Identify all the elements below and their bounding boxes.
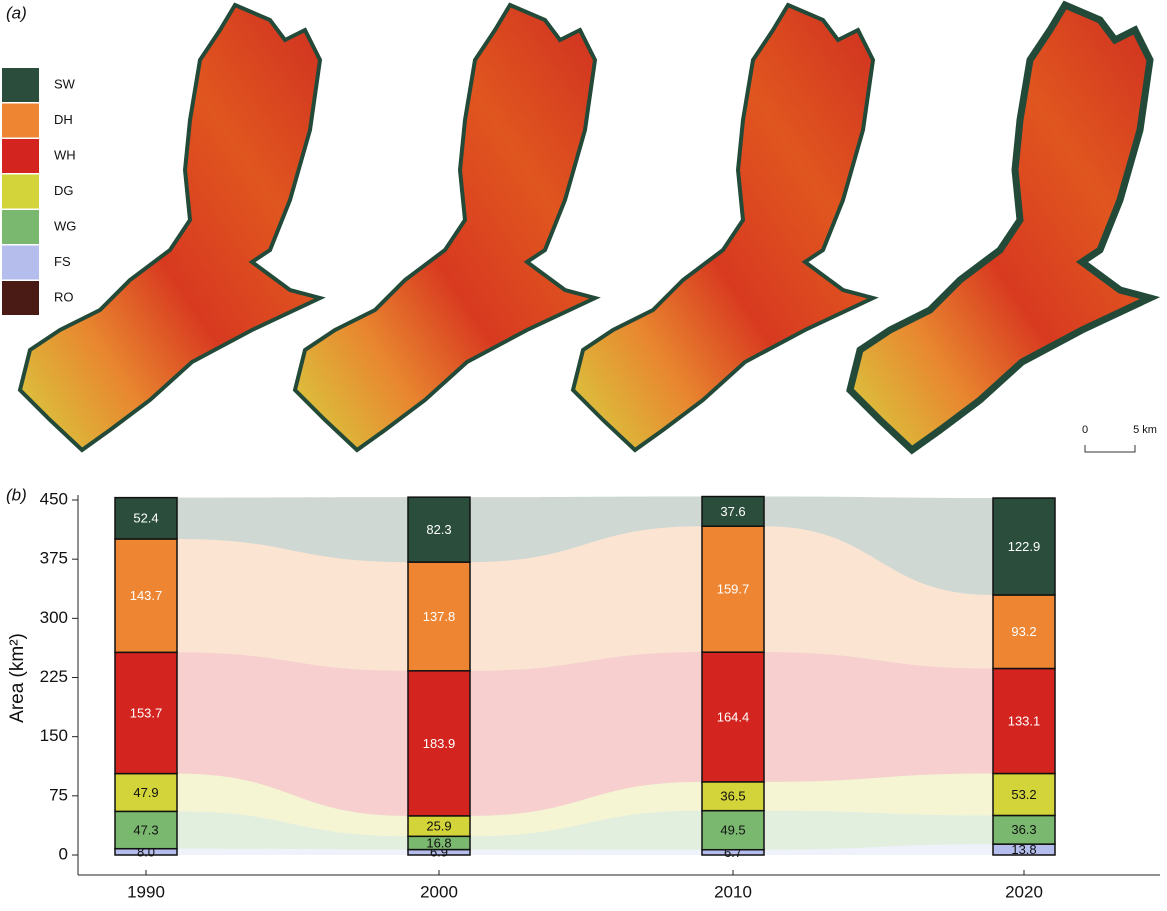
value-label: 47.9 bbox=[133, 785, 158, 800]
value-label: 13.8 bbox=[1011, 842, 1036, 857]
legend-label: DG bbox=[54, 183, 74, 198]
value-label: 153.7 bbox=[130, 705, 163, 720]
scale-label: 5 km bbox=[1133, 424, 1157, 436]
y-tick-label: 0 bbox=[59, 844, 68, 863]
flow bbox=[177, 811, 408, 850]
value-label: 49.5 bbox=[720, 823, 745, 838]
value-label: 52.4 bbox=[133, 511, 158, 526]
x-tick-label: 1990 bbox=[127, 882, 165, 901]
value-label: 122.9 bbox=[1008, 539, 1041, 554]
bar-segment bbox=[114, 772, 178, 813]
flows bbox=[177, 496, 993, 855]
flow bbox=[470, 496, 702, 563]
value-label: 143.7 bbox=[130, 588, 163, 603]
legend-swatch bbox=[2, 245, 39, 280]
scale-line bbox=[1084, 445, 1136, 453]
bar-segment bbox=[992, 667, 1056, 775]
y-tick-label: 75 bbox=[49, 785, 68, 804]
legend-swatch bbox=[2, 103, 39, 138]
legend-swatch bbox=[2, 68, 39, 102]
bar-segment bbox=[992, 497, 1056, 596]
flow bbox=[177, 848, 408, 855]
bar-segment bbox=[992, 772, 1056, 817]
legend-swatch bbox=[2, 281, 39, 315]
value-label: 159.7 bbox=[717, 582, 750, 597]
value-label: 82.3 bbox=[426, 522, 451, 537]
flow bbox=[177, 538, 408, 671]
bar-segment bbox=[407, 670, 471, 817]
bar-segment bbox=[114, 538, 178, 654]
value-label: 133.1 bbox=[1008, 713, 1041, 728]
flow bbox=[470, 526, 702, 671]
map bbox=[850, 5, 1150, 450]
value-label: 47.3 bbox=[133, 822, 158, 837]
bar-segment bbox=[701, 495, 765, 527]
flow bbox=[764, 844, 993, 855]
legend-label: SW bbox=[54, 76, 76, 91]
legend-label: WH bbox=[54, 147, 76, 162]
flow bbox=[470, 810, 702, 850]
value-label: 16.8 bbox=[426, 835, 451, 850]
x-tick-label: 2000 bbox=[420, 882, 458, 901]
value-label: 25.9 bbox=[426, 819, 451, 834]
flow bbox=[177, 652, 408, 816]
value-label: 37.6 bbox=[720, 504, 745, 519]
panel-label: (a) bbox=[6, 3, 27, 22]
y-tick-label: 150 bbox=[40, 726, 68, 745]
value-label: 183.9 bbox=[423, 736, 456, 751]
scale-label: 0 bbox=[1082, 424, 1088, 436]
y-tick-label: 225 bbox=[40, 667, 68, 686]
flow bbox=[764, 810, 993, 850]
flow bbox=[764, 496, 993, 595]
panel-label: (b) bbox=[6, 485, 27, 504]
value-label: 164.4 bbox=[717, 709, 750, 724]
flow bbox=[470, 849, 702, 855]
map bbox=[293, 3, 597, 452]
legend-label: RO bbox=[54, 289, 74, 304]
bar-segment bbox=[992, 594, 1056, 670]
y-tick-label: 450 bbox=[40, 489, 68, 508]
legend-swatch bbox=[2, 139, 39, 173]
value-label: 36.5 bbox=[720, 789, 745, 804]
flow bbox=[470, 781, 702, 837]
x-tick-label: 2010 bbox=[714, 882, 752, 901]
legend-swatch bbox=[2, 210, 39, 244]
y-axis-label: Area (km²) bbox=[7, 633, 28, 723]
legend-label: WG bbox=[54, 218, 76, 233]
value-label: 36.3 bbox=[1011, 822, 1036, 837]
y-tick-label: 300 bbox=[40, 608, 68, 627]
value-label: 137.8 bbox=[423, 609, 456, 624]
flow bbox=[470, 652, 702, 816]
value-label: 93.2 bbox=[1011, 624, 1036, 639]
bar-segment bbox=[701, 809, 765, 851]
flow bbox=[177, 497, 408, 563]
bar-segment bbox=[407, 496, 471, 563]
flow bbox=[764, 773, 993, 816]
value-label: 53.2 bbox=[1011, 787, 1036, 802]
legend: SW DH WH DG WG FS RO bbox=[2, 68, 76, 315]
legend-swatch bbox=[2, 174, 39, 209]
bar-segment bbox=[701, 525, 765, 653]
legend-label: FS bbox=[54, 254, 71, 269]
map bbox=[571, 3, 875, 452]
y-tick-label: 375 bbox=[40, 549, 68, 568]
x-tick-label: 2020 bbox=[1005, 882, 1043, 901]
bar-segment bbox=[407, 561, 471, 672]
flow bbox=[177, 773, 408, 837]
bar-segment bbox=[114, 651, 178, 775]
bar-segment bbox=[114, 810, 178, 850]
legend-label: DH bbox=[54, 112, 73, 127]
maps bbox=[18, 3, 1150, 452]
flow bbox=[764, 652, 993, 782]
flow bbox=[764, 526, 993, 669]
scale-bar: 0 5 km bbox=[1082, 424, 1157, 453]
bar-segment bbox=[114, 496, 178, 540]
